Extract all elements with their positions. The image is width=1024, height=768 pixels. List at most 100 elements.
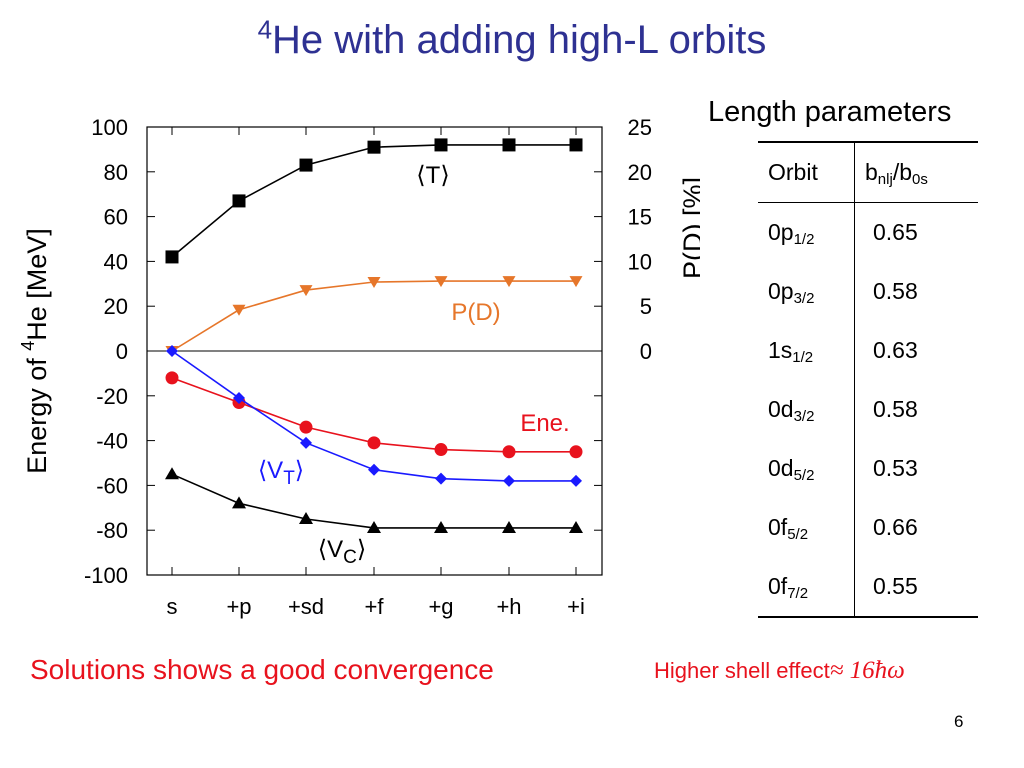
left-tick-label: 40 [104,249,128,274]
data-point-0 [569,138,583,152]
series-line-3 [171,350,576,482]
orbit-cell: 1s1/2 [758,321,855,380]
orbit-cell: 0f5/2 [758,498,855,557]
b-ratio-cell: 0.58 [873,278,918,304]
title-superscript: 4 [257,14,273,45]
series-line-1 [171,280,576,352]
data-point-2 [299,420,313,434]
conclusion-text: Solutions shows a good convergence [30,654,494,685]
left-tick-label: -80 [96,518,128,543]
series-label: ⟨VT⟩ [258,457,304,489]
table-row: 1s1/2 0.63 [758,321,978,380]
data-point-2 [569,445,583,459]
data-point-4 [569,520,583,533]
data-point-2 [367,436,381,450]
header-b-ratio: bnlj/b0s [854,141,978,203]
data-point-2 [434,443,448,457]
title-text: He with adding high-L orbits [272,18,767,62]
data-point-4 [434,520,448,533]
x-tick-label: +g [428,594,453,619]
left-tick-label: 60 [104,205,128,230]
left-tick-label: -20 [96,384,128,409]
table-row: 0f7/2 0.55 [758,557,978,618]
page-number: 6 [954,712,964,731]
right-tick-label: 25 [628,115,652,140]
data-point-3 [368,463,380,476]
data-point-0 [502,138,516,152]
b-ratio-cell: 0.53 [873,455,918,481]
series-label: Ene. [520,410,569,437]
slide-title: 4He with adding high-L orbits [0,14,1024,63]
data-point-2 [165,371,179,385]
data-point-0 [434,138,448,152]
shell-note-text: Higher shell effect [654,658,830,683]
table-header-row: Orbit bnlj/b0s [758,141,978,203]
data-point-3 [570,474,582,487]
data-point-1 [367,277,381,289]
data-point-1 [299,285,313,297]
data-point-0 [367,140,381,154]
length-parameter-table: Orbit bnlj/b0s 0p1/2 0.65 0p3/2 0.58 1s1/2 0.… [758,141,978,618]
data-point-1 [232,304,246,316]
series-label: P(D) [451,299,500,326]
left-tick-label: -60 [96,473,128,498]
y-axis-label: Energy of 4He [MeV] [18,228,52,474]
x-tick-label: s [167,594,178,619]
x-tick-label: +i [567,594,585,619]
data-point-4 [299,512,313,524]
orbit-cell: 0p1/2 [758,202,855,262]
b-ratio-cell: 0.58 [873,396,918,422]
right-tick-label: 15 [628,205,652,230]
data-point-0 [232,194,246,208]
data-point-1 [569,276,583,288]
orbit-cell: 0f7/2 [758,557,855,618]
data-point-2 [502,445,516,459]
orbit-cell: 0p3/2 [758,262,855,321]
data-point-4 [232,496,246,509]
left-tick-label: -40 [96,429,128,454]
right-tick-label: 10 [628,249,652,274]
x-tick-label: +p [226,594,251,619]
x-tick-label: +sd [288,594,324,619]
table-row: 0d5/2 0.53 [758,439,978,498]
series-label: ⟨VC⟩ [318,536,366,568]
left-tick-label: 100 [91,115,128,140]
x-tick-label: +h [496,594,521,619]
series-label: ⟨T⟩ [416,162,449,189]
x-tick-label: +f [365,594,385,619]
data-point-3 [233,392,245,405]
data-point-0 [299,158,313,172]
b-ratio-cell: 0.66 [873,514,918,540]
data-point-4 [165,467,179,480]
data-point-4 [367,520,381,533]
shell-note-formula: ≈ 16ħω [829,657,905,684]
right-tick-label: 5 [640,294,652,319]
data-point-3 [503,474,515,487]
right-tick-label: 0 [640,339,652,364]
data-point-1 [502,276,516,288]
left-tick-label: 0 [116,339,128,364]
data-point-4 [502,520,516,533]
b-ratio-cell: 0.65 [873,219,918,245]
right-tick-label: 20 [628,160,652,185]
higher-shell-note: Higher shell effect≈ 16ħω [654,657,905,685]
b-ratio-cell: 0.55 [854,557,978,618]
table-row: 0f5/2 0.66 [758,498,978,557]
b-ratio-cell: 0.63 [873,337,918,363]
data-point-3 [300,436,312,449]
energy-convergence-chart: 100 80 60 40 20 0 -20 -40 -60 -80 -100 25 20 15 10 5 0 s +… [18,115,700,619]
table-title: Length parameters [708,96,952,128]
left-tick-label: 80 [104,160,128,185]
orbit-cell: 0d3/2 [758,380,855,439]
orbit-cell: 0d5/2 [758,439,855,498]
table-row: 0p1/2 0.65 [758,202,978,262]
table-row: 0p3/2 0.58 [758,262,978,321]
series-line-4 [171,473,576,529]
left-tick-label: -100 [84,563,128,588]
header-orbit: Orbit [758,141,855,203]
data-point-1 [434,276,448,288]
left-tick-label: 20 [104,294,128,319]
data-point-3 [435,472,447,485]
y2-axis-label: P(D) [%] [678,177,700,279]
table-row: 0d3/2 0.58 [758,380,978,439]
